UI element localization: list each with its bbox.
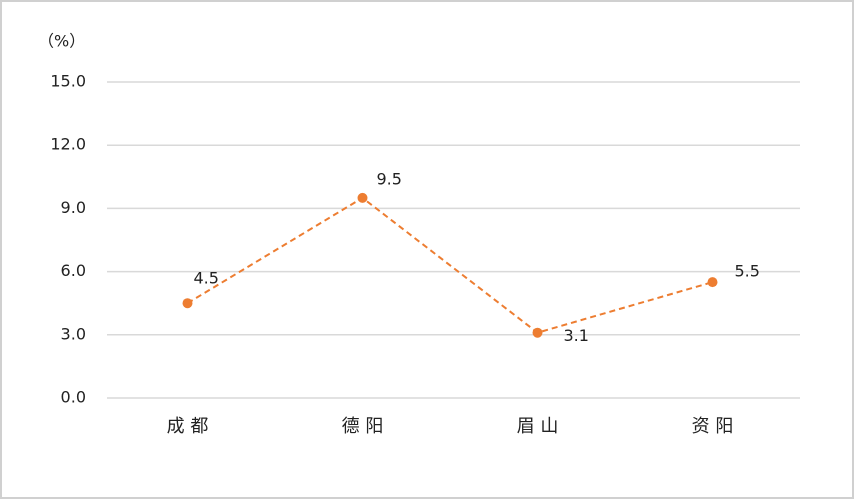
marker [182, 298, 193, 309]
y-tick-label: 15.0 [50, 72, 86, 91]
x-tick-label: 资 阳 [692, 416, 734, 437]
data-label: 5.5 [735, 262, 760, 281]
marker [707, 277, 718, 288]
y-tick-label: 0.0 [61, 388, 86, 407]
x-tick-label: 成 都 [167, 416, 209, 437]
data-label: 9.5 [377, 169, 402, 188]
y-tick-label: 6.0 [61, 261, 86, 280]
y-tick-label: 9.0 [61, 198, 86, 217]
marker [357, 192, 368, 203]
y-tick-label: 3.0 [61, 324, 86, 343]
y-axis-label: （%） [38, 32, 85, 51]
line [186, 196, 713, 334]
y-tick-label: 12.0 [50, 135, 86, 154]
data-label: 4.5 [194, 269, 219, 288]
x-tick-label: 眉 山 [517, 416, 559, 437]
marker [532, 327, 543, 338]
data-label: 3.1 [564, 326, 589, 345]
x-tick-label: 德 阳 [342, 416, 384, 437]
